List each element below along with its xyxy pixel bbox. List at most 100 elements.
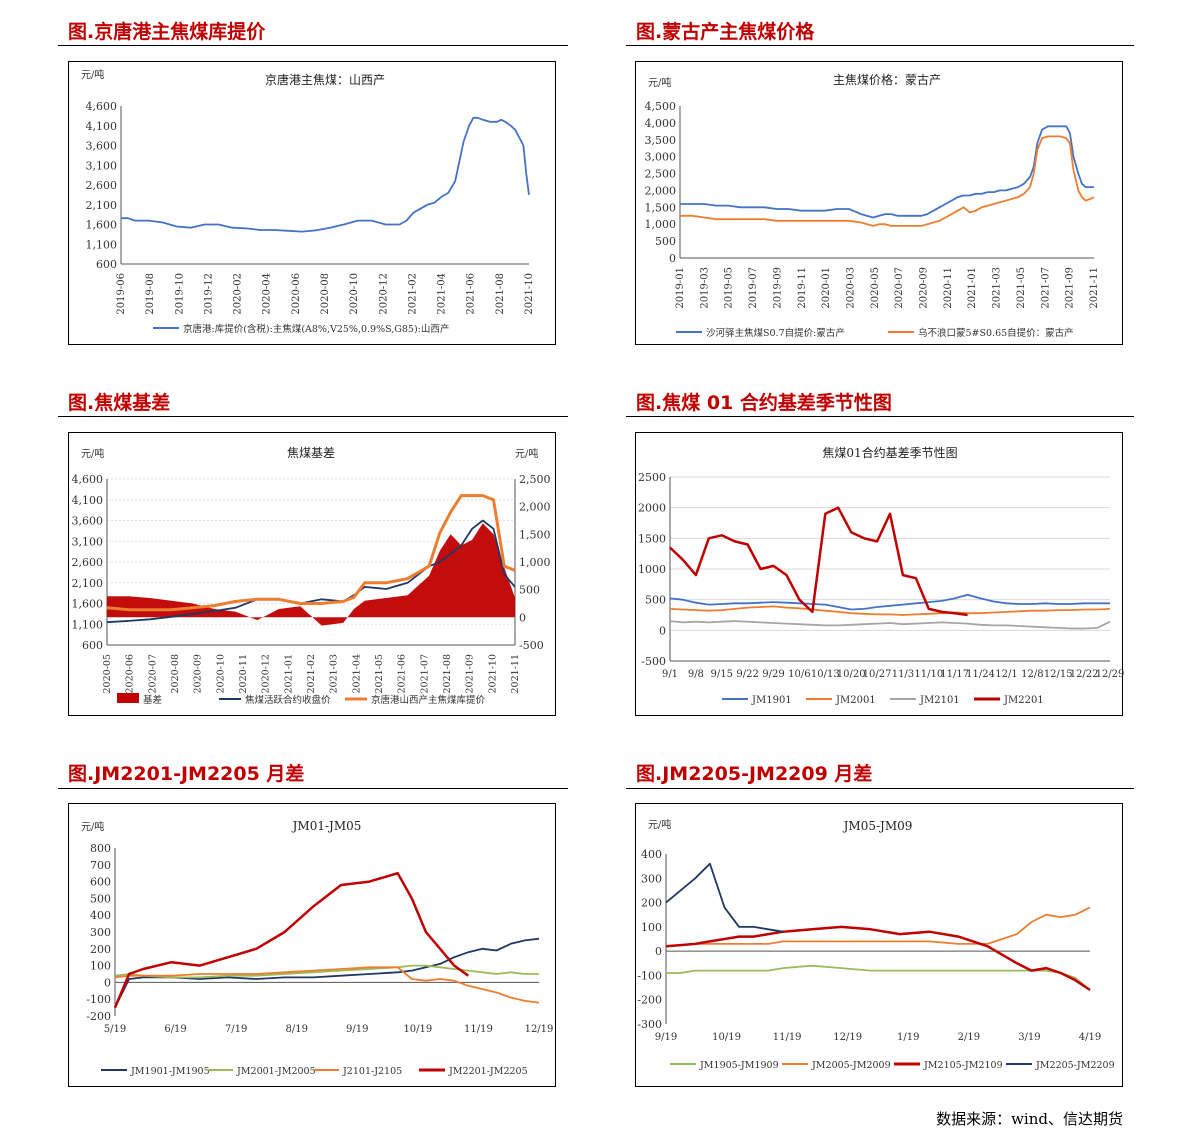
y-tick-label: 0 — [669, 252, 676, 265]
legend-label: JM1905-JM1909 — [699, 1060, 779, 1071]
x-tick-label: 2020-05 — [102, 654, 113, 693]
y-tick-label: 3,600 — [86, 140, 118, 153]
x-tick-label: 2019-06 — [116, 273, 127, 315]
x-tick-label: 11/19 — [773, 1032, 802, 1043]
legend-swatch — [117, 693, 139, 703]
x-tick-label: 2021-05 — [1016, 267, 1027, 309]
chart-title: JM05-JM09 — [842, 819, 913, 833]
x-tick-label: 2020-11 — [943, 267, 954, 309]
x-tick-label: 9/29 — [762, 669, 784, 680]
y-tick-label: 4,100 — [86, 120, 118, 133]
series-line-3 — [665, 925, 1091, 992]
section-rule-6 — [626, 788, 1134, 789]
y-tick-label: 0 — [519, 611, 526, 624]
chart-jingtang-price: 京唐港主焦煤：山西产 元/吨 4,600 4,100 3,600 3,100 2,600 2,… — [81, 68, 535, 335]
y-tick-label: 1,500 — [519, 528, 551, 541]
chart-title: 京唐港主焦煤：山西产 — [265, 72, 385, 87]
x-tick-label: 5/19 — [104, 1024, 126, 1035]
y-tick-label: 4,600 — [86, 100, 118, 113]
x-tick-label: 2021-06 — [466, 273, 477, 315]
x-tick-label: 2020-08 — [170, 654, 181, 693]
legend-label: 焦煤活跃合约收盘价 — [245, 694, 331, 706]
x-tick-label: 12/8 — [1021, 669, 1043, 680]
legend-label: 沙河驿主焦煤S0.7自提价:蒙古产 — [706, 327, 845, 339]
x-tick-label: 9/19 — [346, 1024, 368, 1035]
chart-panel-5: JM01-JM05 元/吨 800 700 600 500 400 300 200 100 0 -10… — [68, 803, 556, 1087]
y-tick-label: -200 — [86, 1010, 111, 1023]
x-tick-label: 2021-02 — [306, 654, 317, 693]
x-tick-label: 2021-09 — [1065, 267, 1076, 309]
chart-coking-coal-basis: 焦煤基差 元/吨 元/吨 4,600 4,100 3,600 3,100 2,600 2,100… — [72, 446, 551, 706]
x-tick-label: 12/19 — [525, 1024, 554, 1035]
y-tick-label: 400 — [641, 848, 662, 861]
x-tick-label: 2020-08 — [320, 273, 331, 315]
x-tick-label: 2019-12 — [203, 273, 214, 315]
y-tick-label: 200 — [641, 897, 662, 910]
section-title-2: 图.蒙古产主焦煤价格 — [636, 21, 815, 43]
section-rule-2 — [626, 45, 1134, 46]
section-rule-1 — [58, 45, 568, 46]
section-title-6: 图.JM2205-JM2209 月差 — [636, 763, 873, 785]
series-line-1 — [114, 937, 540, 1008]
chart-title: 主焦煤价格：蒙古产 — [833, 72, 941, 87]
y-tick-label: 100 — [90, 960, 111, 973]
x-tick-label: 12/19 — [833, 1032, 862, 1043]
x-tick-label: 10/27 — [863, 669, 892, 680]
y-tick-label: 2,000 — [519, 501, 551, 514]
y-tick-label: 2500 — [638, 471, 666, 484]
y-tick-label: 3,000 — [645, 151, 677, 164]
chart-title: JM01-JM05 — [291, 819, 362, 833]
y-tick-label: 300 — [641, 872, 662, 885]
x-tick-label: 12/22 — [1070, 669, 1099, 680]
y-tick-label: 3,100 — [86, 159, 118, 172]
y-tick-label: 2,500 — [645, 168, 677, 181]
legend-label: JM2001-JM2005 — [236, 1066, 316, 1077]
x-tick-label: 12/29 — [1096, 669, 1124, 680]
y-tick-label: 1,100 — [72, 618, 104, 631]
y-tick-label: 1500 — [638, 532, 666, 545]
x-tick-label: 4/19 — [1079, 1032, 1101, 1043]
y-tick-label: 300 — [90, 926, 111, 939]
x-tick-label: 2021-04 — [351, 654, 362, 693]
x-tick-label: 2021-04 — [437, 273, 448, 315]
x-tick-label: 2021-11 — [1089, 267, 1100, 309]
source-footer: 数据来源：wind、信达期货 — [936, 1110, 1123, 1128]
y-tick-label: 100 — [641, 921, 662, 934]
y-axis-unit-left: 元/吨 — [81, 447, 104, 460]
x-tick-label: 2021-07 — [1040, 267, 1051, 309]
legend-label: JM2205-JM2209 — [1035, 1060, 1115, 1071]
y-tick-label: 600 — [96, 258, 117, 271]
y-tick-label: 4,000 — [645, 117, 677, 130]
y-tick-label: 4,500 — [645, 100, 677, 113]
series-line-4 — [669, 506, 968, 617]
x-tick-label: 2020-12 — [261, 654, 272, 693]
x-tick-label: 3/19 — [1018, 1032, 1040, 1043]
x-tick-label: 2020-09 — [919, 267, 930, 309]
y-axis-unit-right: 元/吨 — [515, 447, 538, 460]
series-line-1 — [669, 593, 1110, 611]
y-tick-label: 500 — [655, 235, 676, 248]
x-tick-label: 2020-11 — [238, 654, 249, 693]
x-tick-label: 2021-05 — [374, 654, 385, 693]
series-line-2 — [665, 906, 1091, 948]
x-tick-label: 2021-08 — [495, 273, 506, 315]
chart-title: 焦煤01合约基差季节性图 — [822, 445, 957, 460]
legend-label: JM2201-JM2205 — [448, 1066, 528, 1077]
x-tick-label: 10/19 — [712, 1032, 741, 1043]
x-tick-label: 11/17 — [940, 669, 969, 680]
chart-panel-1: 京唐港主焦煤：山西产 元/吨 4,600 4,100 3,600 3,100 2,600 2,… — [68, 61, 556, 345]
y-tick-label: 500 — [90, 892, 111, 905]
legend-label: JM2201 — [1003, 695, 1044, 706]
x-tick-label: 12/1 — [995, 669, 1017, 680]
y-tick-label: 400 — [90, 909, 111, 922]
y-tick-label: 2,000 — [645, 184, 677, 197]
y-tick-label: 4,600 — [72, 473, 104, 486]
chart-mongolia-price: 主焦煤价格：蒙古产 元/吨 4,500 4,000 3,500 3,000 2,500 2,0… — [645, 72, 1101, 339]
series-line-4 — [113, 871, 470, 1009]
x-tick-label: 2020-03 — [845, 267, 856, 309]
x-tick-label: 9/15 — [711, 669, 733, 680]
x-tick-label: 2019-11 — [797, 267, 808, 309]
x-tick-label: 9/8 — [688, 669, 704, 680]
legend-label: 乌不浪口蒙5#S0.65自提价：蒙古产 — [918, 327, 1074, 339]
